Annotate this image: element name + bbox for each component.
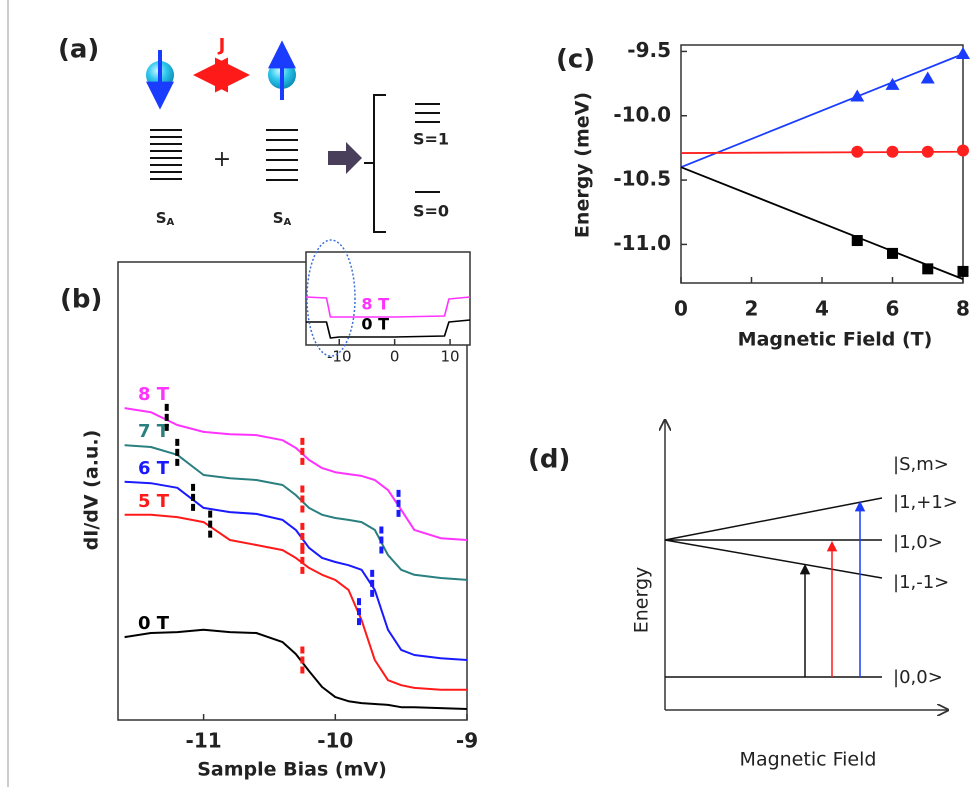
y-tick-label: -11.0 xyxy=(613,231,671,255)
highlight-ellipse xyxy=(306,239,356,357)
axis-label: Magnetic Field xyxy=(740,749,877,771)
state-label: |1,+1> xyxy=(893,492,958,513)
marker xyxy=(885,77,900,90)
level-line xyxy=(664,539,883,579)
fit-line xyxy=(680,53,964,169)
panel-d: (d) |S,m> |1,+1> |1,0> |1,-1> |0,0> Ener… xyxy=(528,420,958,771)
levels xyxy=(415,103,440,193)
x-tick-label: -9 xyxy=(456,729,478,753)
series-label: 8 T xyxy=(361,295,389,314)
levels xyxy=(150,129,182,180)
marker xyxy=(886,145,899,158)
x-tick-label: -11 xyxy=(186,729,222,753)
marker xyxy=(850,89,865,102)
marker xyxy=(920,71,935,84)
series-line xyxy=(305,296,471,318)
charts: -11 -10 -9 (b) Sample Bias (mV) dI/dV (a.u.) 0… xyxy=(60,38,970,781)
panel-label: (a) xyxy=(58,35,99,65)
site-label: SA xyxy=(156,209,175,229)
x-tick-label: -10 xyxy=(317,729,353,753)
series-label: 7 T xyxy=(138,421,170,442)
marker xyxy=(957,144,969,157)
series-line xyxy=(124,444,468,581)
marker xyxy=(956,47,970,60)
y-axis-label: Energy (meV) xyxy=(572,92,594,238)
panel-label: (c) xyxy=(556,45,595,75)
series-line xyxy=(306,319,471,339)
y-tick-label: -10.0 xyxy=(613,102,671,126)
series-label: 0 T xyxy=(361,315,389,334)
state-label: |1,0> xyxy=(893,532,943,553)
x-tick-label: 0 xyxy=(674,297,688,321)
marker xyxy=(921,145,934,158)
series-label: 0 T xyxy=(138,613,170,634)
marker xyxy=(957,265,969,277)
y-tick-label: -9.5 xyxy=(627,38,671,62)
series-label: 6 T xyxy=(138,458,170,479)
series-line xyxy=(124,480,468,661)
panel-label: (b) xyxy=(60,285,102,315)
levels xyxy=(266,129,298,181)
x-tick-label: 0 xyxy=(390,348,400,366)
axis-label: Energy xyxy=(631,567,653,634)
series-line xyxy=(124,407,468,541)
fit-line xyxy=(680,150,964,154)
series-label: 8 T xyxy=(138,384,170,405)
y-tick-label: -10.5 xyxy=(613,167,671,191)
level-line xyxy=(664,497,883,541)
plus: + xyxy=(213,147,231,172)
x-tick-label: -10 xyxy=(327,348,352,366)
big-arrow xyxy=(328,142,362,174)
marker xyxy=(922,263,934,275)
state-header: |S,m> xyxy=(893,454,949,475)
series-label: 5 T xyxy=(138,491,170,512)
marker xyxy=(851,145,864,158)
marker xyxy=(851,235,863,247)
fit-line xyxy=(680,166,964,280)
plot-frame xyxy=(680,44,964,284)
x-tick-label: 6 xyxy=(886,297,900,321)
x-tick-label: 2 xyxy=(745,297,759,321)
level-label: S=1 xyxy=(413,130,449,149)
series-line xyxy=(124,513,467,691)
marker xyxy=(887,247,898,259)
site-label: SA xyxy=(273,209,292,229)
y-axis-label: dI/dV (a.u.) xyxy=(81,430,103,551)
x-axis-label: Magnetic Field (T) xyxy=(738,329,933,351)
x-tick-label: 10 xyxy=(441,348,460,366)
state-label: |0,0> xyxy=(893,667,943,688)
x-tick-label: 8 xyxy=(956,297,970,321)
inset-frame xyxy=(305,251,471,346)
bracket xyxy=(364,94,386,233)
x-tick-label: 4 xyxy=(815,297,829,321)
x-axis-label: Sample Bias (mV) xyxy=(197,759,387,781)
series-line xyxy=(124,628,468,710)
panel-label: (d) xyxy=(528,445,570,475)
level-label: S=0 xyxy=(413,202,449,221)
coupling-label: J xyxy=(217,35,226,56)
state-label: |1,-1> xyxy=(893,572,949,593)
panel-a: (a) J + SA SA S=1 S=0 xyxy=(58,35,449,233)
